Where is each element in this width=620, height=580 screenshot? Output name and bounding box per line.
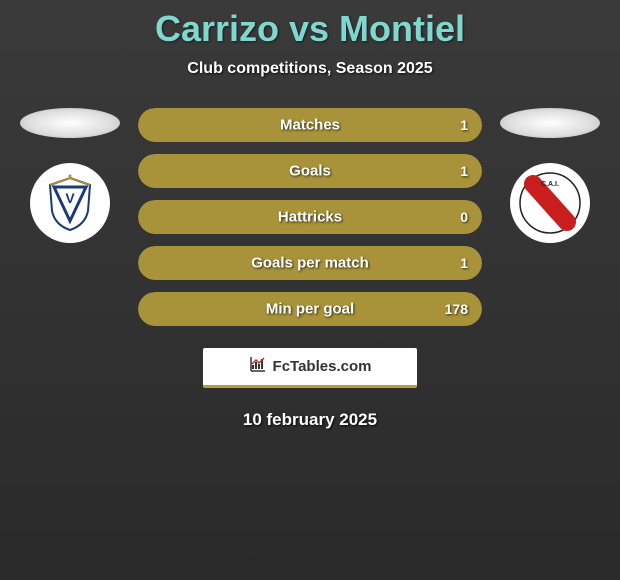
stat-bar: Goals per match 1 xyxy=(138,246,482,280)
independiente-badge-icon: C.A.I. xyxy=(519,172,581,234)
stat-label: Matches xyxy=(280,117,340,134)
right-team-badge: C.A.I. xyxy=(510,163,590,243)
date-text: 10 february 2025 xyxy=(243,410,377,430)
stat-bar: Hattricks 0 xyxy=(138,200,482,234)
stat-label: Goals xyxy=(289,163,331,180)
svg-text:V: V xyxy=(65,190,75,206)
stat-value-right: 1 xyxy=(460,163,468,179)
stat-value-right: 1 xyxy=(460,117,468,133)
stat-label: Goals per match xyxy=(251,255,369,272)
main-row: V Matches 1 Goals 1 Hattricks 0 Goals per matc… xyxy=(0,108,620,326)
subtitle: Club competitions, Season 2025 xyxy=(187,60,432,78)
stat-label: Hattricks xyxy=(278,209,342,226)
stat-label: Min per goal xyxy=(266,301,354,318)
branding-box[interactable]: FcTables.com xyxy=(203,348,417,388)
left-team-badge: V xyxy=(30,163,110,243)
chart-icon xyxy=(249,355,267,378)
right-player-col: C.A.I. xyxy=(500,108,600,243)
stat-value-right: 1 xyxy=(460,255,468,271)
left-avatar-placeholder xyxy=(20,108,120,138)
stat-value-right: 0 xyxy=(460,209,468,225)
svg-text:C.A.I.: C.A.I. xyxy=(541,181,559,188)
left-player-col: V xyxy=(20,108,120,243)
stats-column: Matches 1 Goals 1 Hattricks 0 Goals per match 1… xyxy=(138,108,482,326)
velez-badge-icon: V xyxy=(40,173,100,233)
stat-bar: Matches 1 xyxy=(138,108,482,142)
stat-value-right: 178 xyxy=(445,301,468,317)
branding-text: FcTables.com xyxy=(273,358,372,375)
right-avatar-placeholder xyxy=(500,108,600,138)
page-title: Carrizo vs Montiel xyxy=(155,8,465,50)
stat-bar: Min per goal 178 xyxy=(138,292,482,326)
stat-bar: Goals 1 xyxy=(138,154,482,188)
root: Carrizo vs Montiel Club competitions, Se… xyxy=(0,0,620,430)
